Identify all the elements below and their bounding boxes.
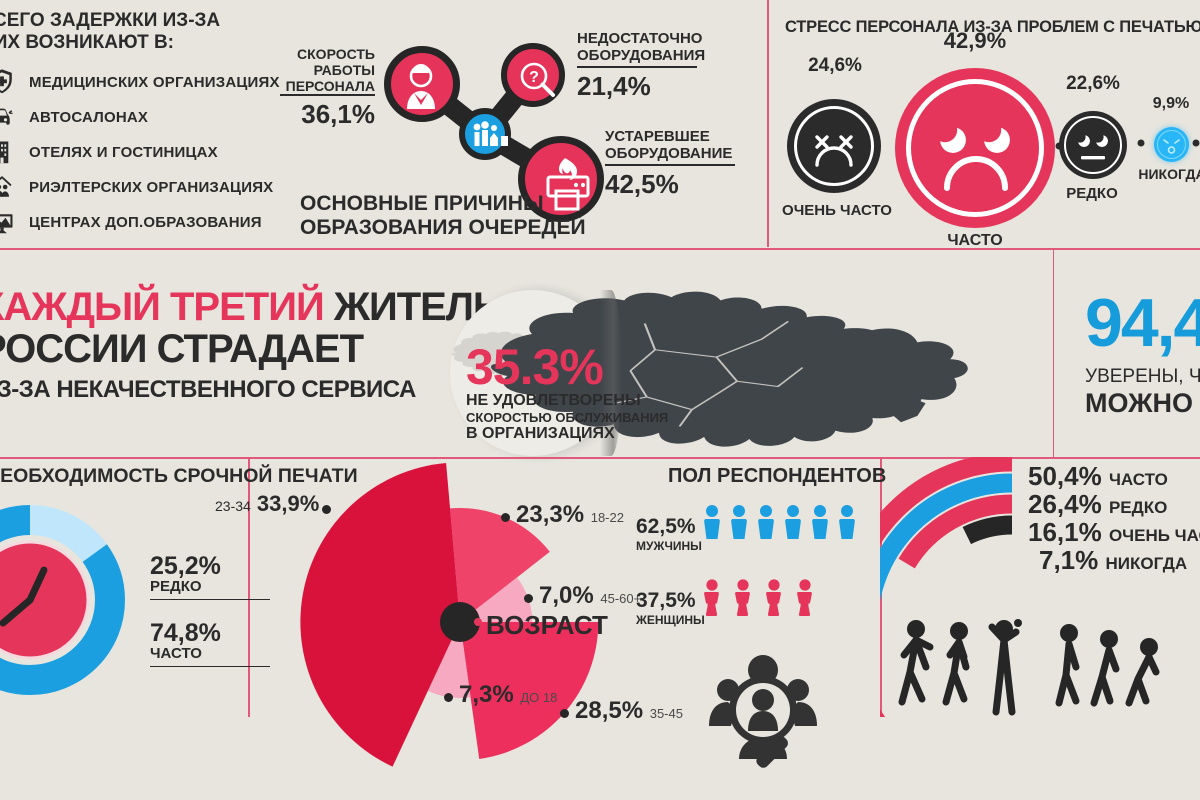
svg-text:?: ? <box>529 69 539 86</box>
